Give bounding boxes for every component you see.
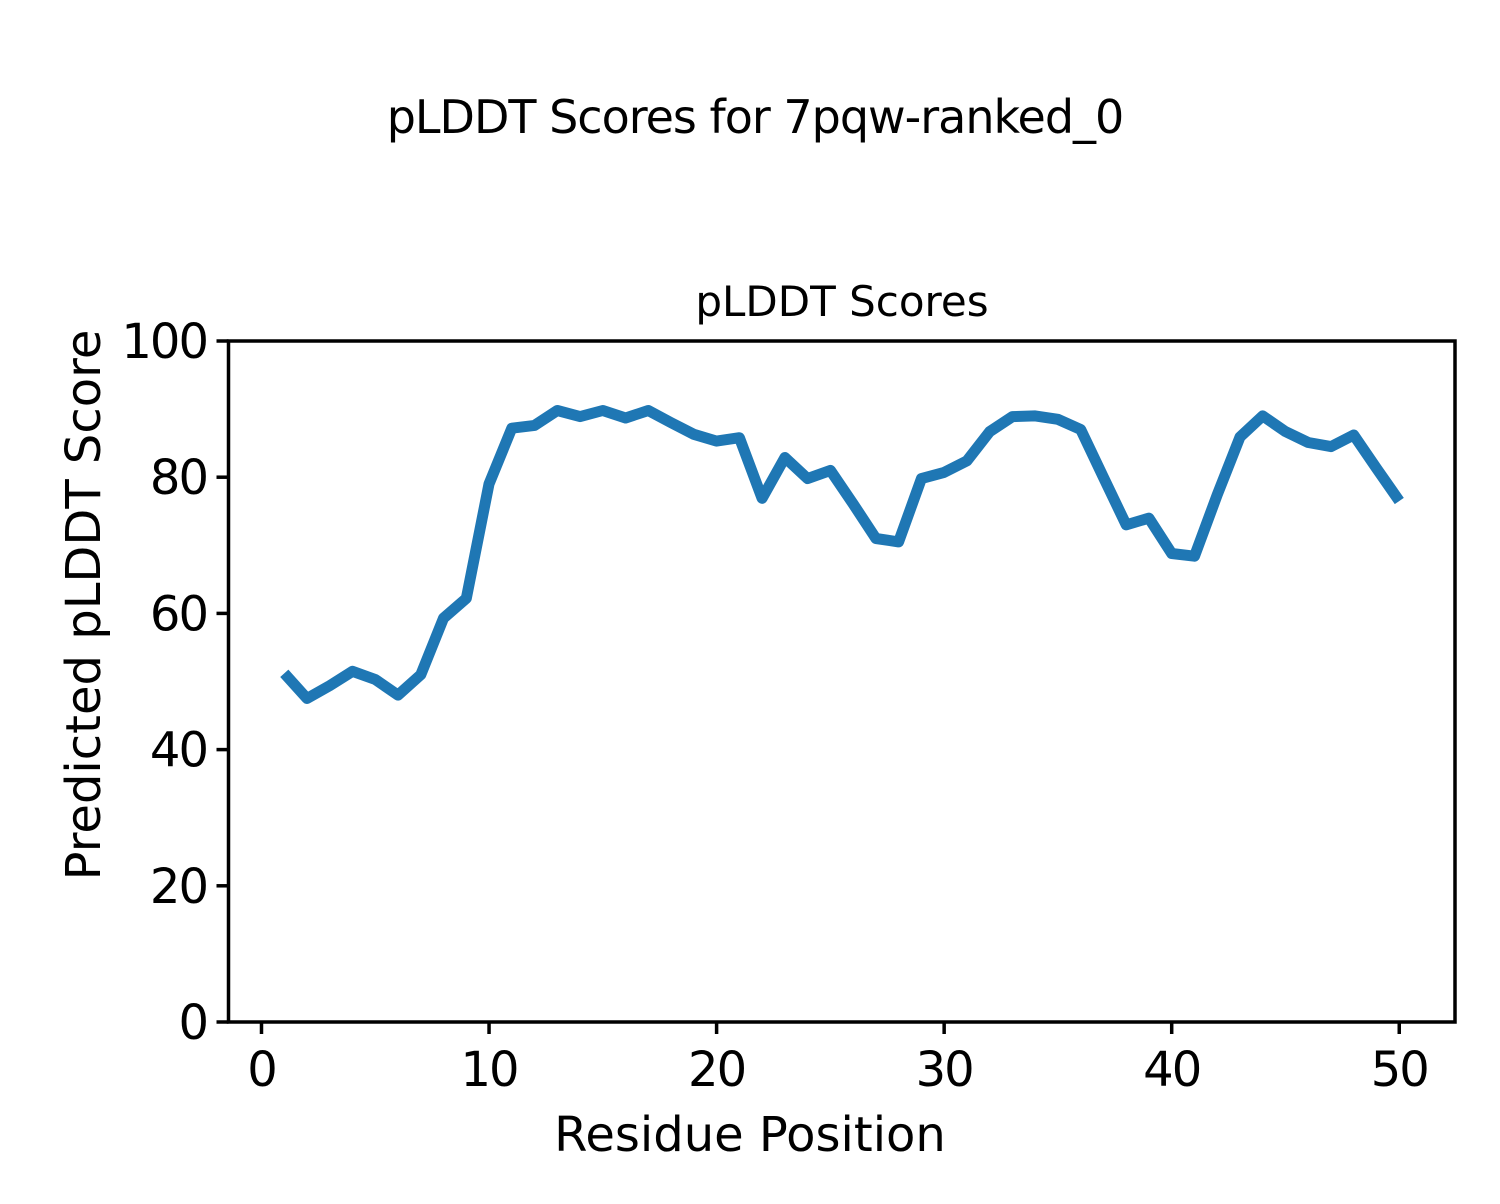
x-tick-label: 40	[1143, 1042, 1200, 1098]
y-axis: 0 20 40 60 80 100	[121, 314, 229, 1051]
plddt-score-line	[280, 405, 1404, 704]
x-axis-label: Residue Position	[554, 1107, 946, 1163]
x-tick-label: 20	[688, 1042, 745, 1098]
x-tick-label: 30	[916, 1042, 973, 1098]
y-tick-label: 100	[121, 314, 207, 370]
y-tick-label: 80	[150, 450, 207, 506]
y-tick-label: 0	[178, 995, 207, 1051]
y-tick-label: 40	[150, 723, 207, 779]
x-tick-label: 50	[1371, 1042, 1428, 1098]
y-axis-label: Predicted pLDDT Score	[56, 330, 112, 881]
y-tick-label: 20	[150, 859, 207, 915]
x-axis: 0 10 20 30 40 50	[247, 1022, 1430, 1098]
plot-area-spines	[226, 339, 1457, 1024]
x-tick-label: 10	[461, 1042, 518, 1098]
y-tick-label: 60	[150, 586, 207, 642]
figure-suptitle: pLDDT Scores for 7pqw-ranked_0	[387, 90, 1124, 144]
axes-title: pLDDT Scores	[695, 277, 988, 326]
x-tick-label: 0	[247, 1042, 276, 1098]
